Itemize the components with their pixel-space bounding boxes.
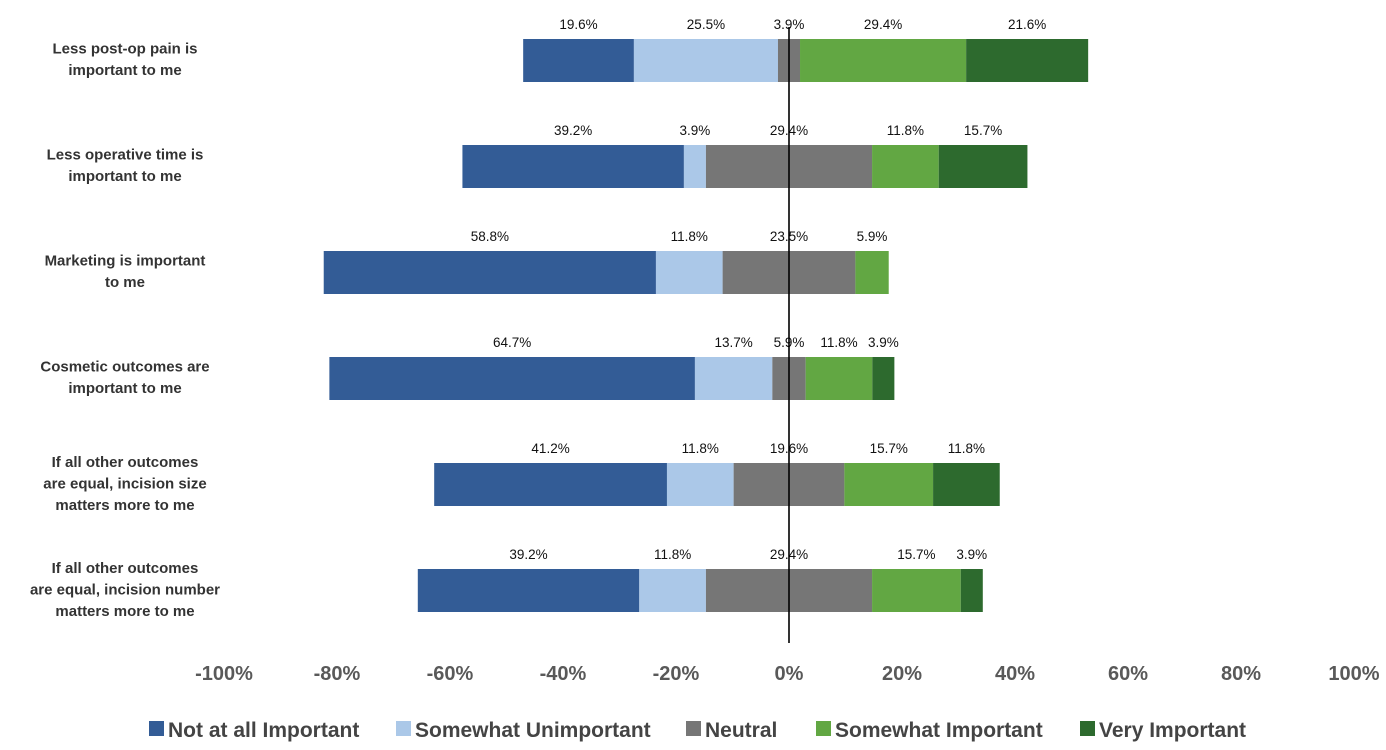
bar-segment [462, 145, 684, 188]
data-label: 11.8% [671, 229, 708, 244]
data-label: 19.6% [559, 17, 597, 32]
bar-segment [805, 357, 873, 400]
x-tick-label: 40% [995, 663, 1035, 685]
legend-label: Not at all Important [168, 719, 359, 742]
data-label: 29.4% [864, 17, 902, 32]
data-label: 3.9% [868, 335, 899, 350]
bar-segment [523, 39, 634, 82]
bar-segment [666, 463, 734, 506]
legend-label: Somewhat Important [835, 719, 1043, 742]
data-label: 39.2% [554, 123, 592, 138]
bar-segment [872, 569, 961, 612]
legend-label: Very Important [1099, 719, 1246, 742]
legend-label: Neutral [705, 719, 777, 742]
bar-segment [323, 251, 656, 294]
category-label: important to me [68, 168, 181, 185]
legend-swatch [816, 721, 831, 736]
category-label: If all other outcomes [52, 454, 199, 471]
category-label: matters more to me [55, 497, 194, 514]
data-label: 41.2% [531, 441, 569, 456]
bar-segment [329, 357, 695, 400]
data-label: 21.6% [1008, 17, 1046, 32]
bar-segment [800, 39, 967, 82]
bar-segment [655, 251, 723, 294]
x-tick-label: -20% [653, 663, 700, 685]
bar-segment [633, 39, 778, 82]
legend-swatch [1080, 721, 1095, 736]
bar-segment [966, 39, 1089, 82]
bar-segment [683, 145, 706, 188]
legend-label: Somewhat Unimportant [415, 719, 651, 742]
data-label: 13.7% [714, 335, 752, 350]
bar-segment [844, 463, 934, 506]
data-label: 15.7% [964, 123, 1002, 138]
category-label: Cosmetic outcomes are [40, 359, 209, 376]
category-label: If all other outcomes [52, 560, 199, 577]
data-label: 3.9% [680, 123, 711, 138]
x-tick-label: 60% [1108, 663, 1148, 685]
category-label: Less operative time is [47, 147, 204, 164]
data-label: 11.8% [682, 441, 719, 456]
data-label: 11.8% [820, 335, 857, 350]
data-label: 15.7% [897, 547, 935, 562]
x-tick-label: -80% [314, 663, 361, 685]
category-label: to me [105, 274, 145, 291]
bar-segment [872, 357, 895, 400]
data-labels: 19.6% 25.5% 3.9% 29.4% 21.6%39.2% 3.9% 29.4% 11… [471, 17, 1047, 562]
category-label: Less post-op pain is [52, 41, 197, 58]
category-label: important to me [68, 62, 181, 79]
category-label: are equal, incision size [43, 475, 206, 492]
data-label: 11.8% [948, 441, 985, 456]
bar-segment [872, 145, 939, 188]
data-label: 25.5% [687, 17, 725, 32]
data-label: 3.9% [956, 547, 987, 562]
category-label: important to me [68, 380, 181, 397]
data-label: 58.8% [471, 229, 509, 244]
x-tick-label: 20% [882, 663, 922, 685]
legend-swatch [149, 721, 164, 736]
bar-segment [960, 569, 983, 612]
bar-segment [434, 463, 667, 506]
category-labels: Less post-op pain is important to me Less … [30, 41, 220, 620]
bar-segment [694, 357, 773, 400]
category-label: matters more to me [55, 603, 194, 620]
x-axis-tick-labels: -100% -80% -60% -40% -20% 0% 20% 40% 60% 80% 100% [195, 663, 1380, 685]
x-tick-label: 0% [775, 663, 804, 685]
bar-segment [639, 569, 706, 612]
legend: Not at all Important Somewhat Unimportant… [149, 719, 1246, 742]
bar-segment [933, 463, 1000, 506]
category-label: Marketing is important [45, 253, 206, 270]
bar-segment [938, 145, 1028, 188]
x-tick-label: -60% [427, 663, 474, 685]
category-label: are equal, incision number [30, 581, 220, 598]
legend-swatch [396, 721, 411, 736]
data-label: 39.2% [509, 547, 547, 562]
bar-segment [855, 251, 889, 294]
x-tick-label: 80% [1221, 663, 1261, 685]
data-label: 15.7% [870, 441, 908, 456]
x-tick-label: -40% [540, 663, 587, 685]
bar-segment [417, 569, 640, 612]
data-label: 5.9% [857, 229, 888, 244]
legend-swatch [686, 721, 701, 736]
data-label: 11.8% [887, 123, 924, 138]
data-label: 11.8% [654, 547, 691, 562]
data-label: 3.9% [774, 17, 805, 32]
x-tick-label: -100% [195, 663, 253, 685]
data-label: 64.7% [493, 335, 531, 350]
x-tick-label: 100% [1328, 663, 1379, 685]
